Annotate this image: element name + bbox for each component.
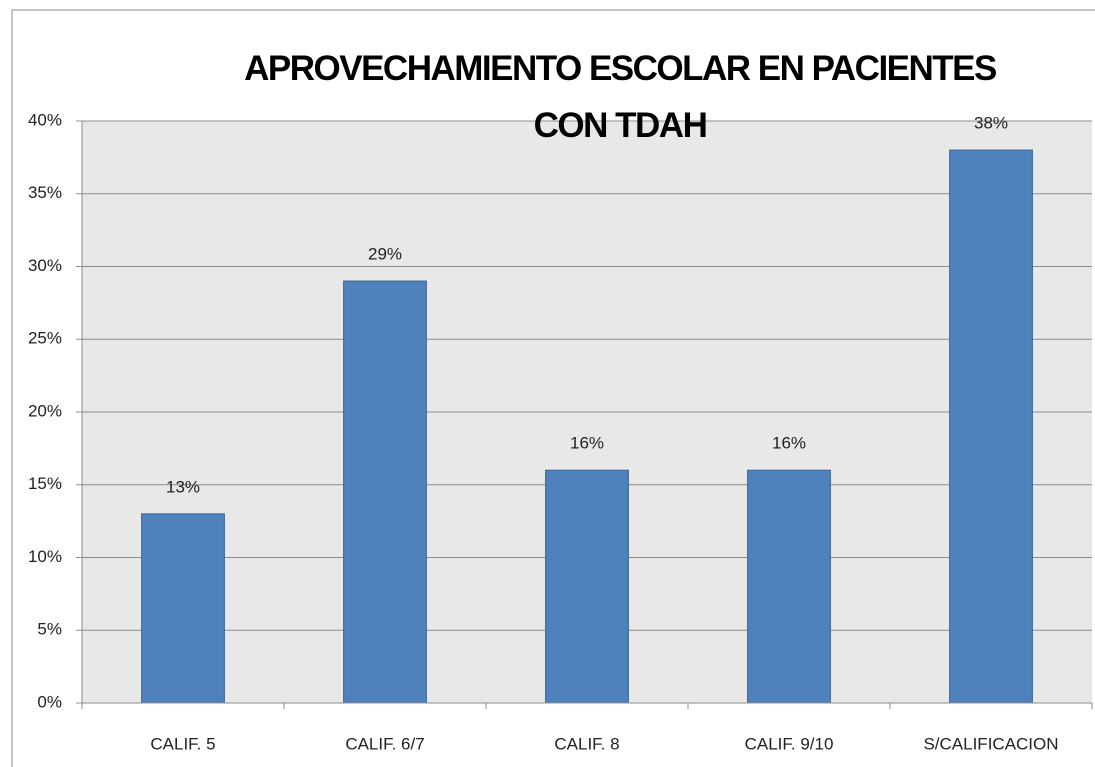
data-label: 38%	[974, 114, 1008, 133]
chart-title: APROVECHAMIENTO ESCOLAR EN PACIENTES CON…	[244, 49, 997, 145]
y-tick-label: 25%	[28, 329, 62, 348]
y-tick-label: 5%	[37, 620, 62, 639]
y-tick-label: 40%	[28, 110, 62, 129]
data-label: 29%	[368, 245, 402, 264]
y-tick-label: 0%	[37, 692, 62, 711]
data-label: 16%	[772, 434, 806, 453]
x-tick-label: CALIF. 9/10	[745, 734, 834, 753]
bar	[343, 280, 427, 704]
bar	[949, 149, 1033, 704]
bar	[747, 469, 831, 704]
y-tick-label: 10%	[28, 547, 62, 566]
x-tick-label: CALIF. 5	[150, 734, 215, 753]
y-tick-label: 30%	[28, 256, 62, 275]
bar	[545, 469, 629, 704]
x-tick-label: CALIF. 8	[554, 734, 619, 753]
y-tick-label: 35%	[28, 183, 62, 202]
x-tick-label: S/CALIFICACION	[923, 734, 1058, 753]
data-label: 13%	[166, 477, 200, 496]
y-tick-label: 15%	[28, 474, 62, 493]
y-tick-label: 20%	[28, 401, 62, 420]
bar	[141, 513, 225, 704]
x-tick-label: CALIF. 6/7	[345, 734, 424, 753]
data-label: 16%	[570, 434, 604, 453]
